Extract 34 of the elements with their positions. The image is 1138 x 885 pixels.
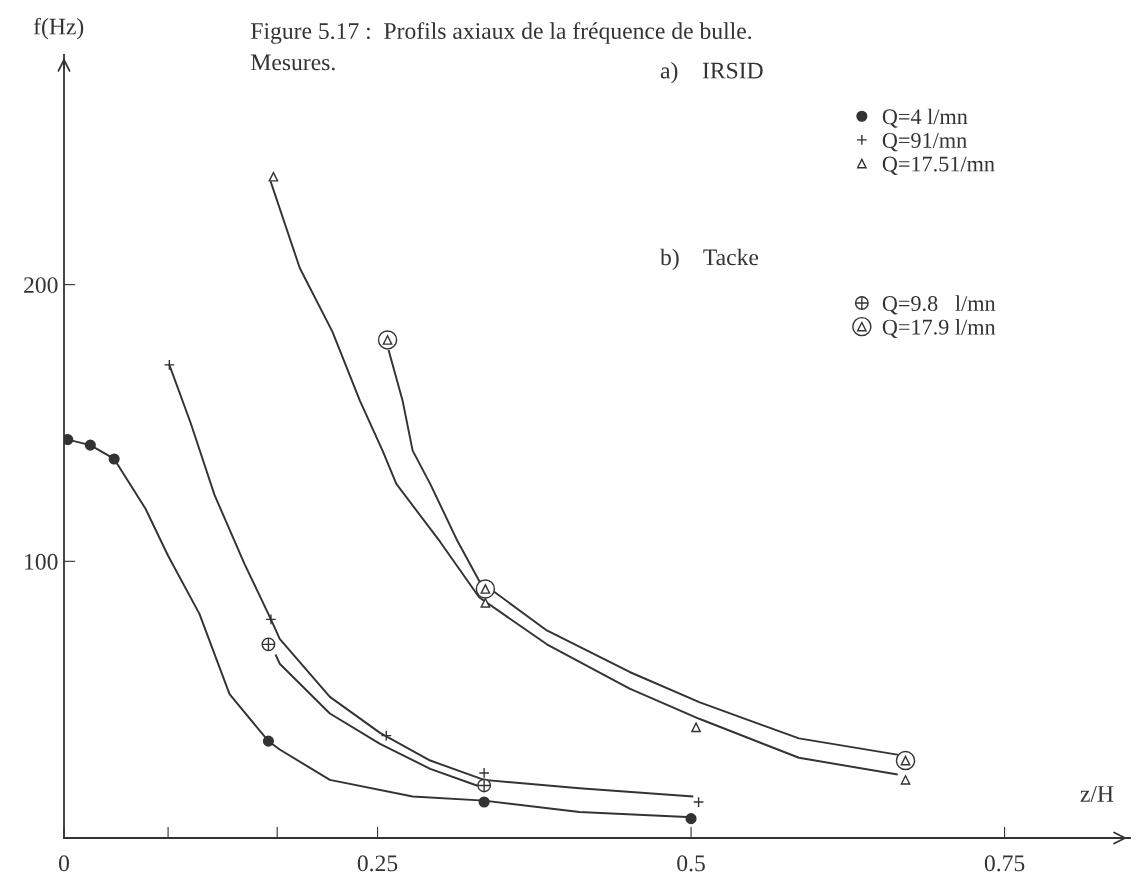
point — [895, 750, 916, 771]
x-tick-label: 0.75 — [984, 855, 1025, 872]
x-tick-label: 0 — [59, 855, 69, 872]
point — [480, 597, 491, 608]
point — [478, 767, 490, 779]
point — [685, 813, 697, 825]
point — [84, 439, 96, 451]
point — [380, 730, 392, 742]
legend-label: Q=17.51/mn — [882, 156, 995, 175]
legend-label: Q=9.8 l/mn — [882, 295, 996, 315]
legend-label: Q=91/mn — [882, 132, 967, 152]
line-series — [168, 363, 694, 798]
point — [262, 735, 274, 747]
x-axis-title: z/H — [1080, 786, 1114, 802]
point — [64, 434, 74, 446]
point — [900, 775, 911, 785]
x-tick-label: 0.5 — [677, 855, 705, 872]
point — [268, 171, 279, 182]
point — [475, 579, 496, 599]
point — [265, 613, 277, 625]
y-tick-label: 100 — [25, 553, 58, 570]
annotation: a) IRSID — [660, 61, 763, 84]
legend-label: Q=17.9 l/mn — [882, 318, 996, 339]
point — [691, 722, 701, 733]
x-tick-label: 0.25 — [357, 855, 398, 872]
legend-label: Q=4 l/mn — [882, 108, 968, 128]
annotation: b) Tacke — [660, 248, 759, 271]
point — [108, 453, 120, 465]
point — [478, 796, 490, 808]
point — [163, 359, 175, 371]
point — [377, 330, 398, 350]
y-tick-label: 200 — [24, 277, 58, 294]
point — [693, 796, 705, 808]
y-axis-title: f(Hz) — [33, 17, 84, 40]
